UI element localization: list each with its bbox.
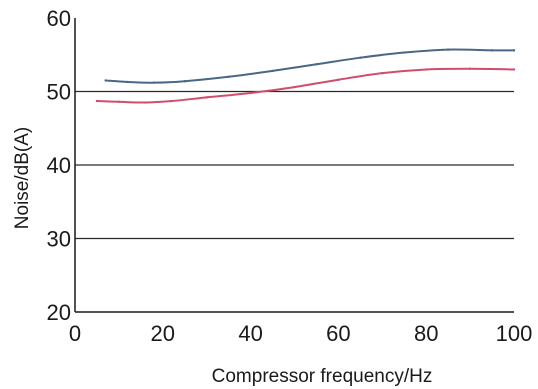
series-1-point <box>315 63 318 66</box>
series-1-point <box>271 69 274 73</box>
axes <box>74 18 514 313</box>
series-2-point <box>425 68 428 71</box>
y-tick-label: 60 <box>47 6 71 31</box>
series-2-point <box>337 78 340 81</box>
y-tick-label: 20 <box>47 300 71 325</box>
x-tick-label: 0 <box>69 321 81 346</box>
series-1-point <box>512 49 516 52</box>
series-1-point <box>183 80 186 83</box>
series-2-point <box>205 96 208 99</box>
series-1-point <box>126 80 129 84</box>
series-2-point <box>170 99 173 103</box>
y-axis-title: Noise/dB(A) <box>12 127 33 229</box>
y-tick-label: 30 <box>47 227 71 252</box>
x-tick-labels: 0 20 40 60 80 100 <box>69 321 532 346</box>
series-2-point <box>293 85 296 89</box>
series-1-point <box>490 49 494 52</box>
y-tick-label: 50 <box>47 80 71 105</box>
x-tick-label: 100 <box>496 321 533 346</box>
series-2-point <box>468 67 472 70</box>
y-tick-labels: 20 30 40 50 60 <box>47 6 71 325</box>
series-2-point <box>95 99 99 103</box>
series-2-point <box>512 68 516 71</box>
series-1-point <box>227 75 230 79</box>
series-line-2 <box>95 67 515 104</box>
series-2-point <box>249 91 252 95</box>
series-2-point <box>144 101 147 104</box>
x-tick-label: 60 <box>326 321 350 346</box>
y-tick-label: 40 <box>47 153 71 178</box>
series-1-point <box>403 51 406 54</box>
series-1-point <box>104 79 107 82</box>
series-1-point <box>359 56 362 59</box>
x-axis-title: Compressor frequency/Hz <box>212 366 433 387</box>
x-tick-label: 20 <box>151 321 175 346</box>
x-tick-label: 40 <box>238 321 262 346</box>
series-1-point <box>152 81 156 84</box>
series-lines <box>95 48 516 104</box>
series-1-point <box>446 48 450 51</box>
series-line-1 <box>104 48 515 84</box>
series-2-point <box>381 71 384 75</box>
series-2-point <box>117 100 121 103</box>
grid-lines <box>75 90 514 240</box>
x-tick-label: 80 <box>414 321 438 346</box>
